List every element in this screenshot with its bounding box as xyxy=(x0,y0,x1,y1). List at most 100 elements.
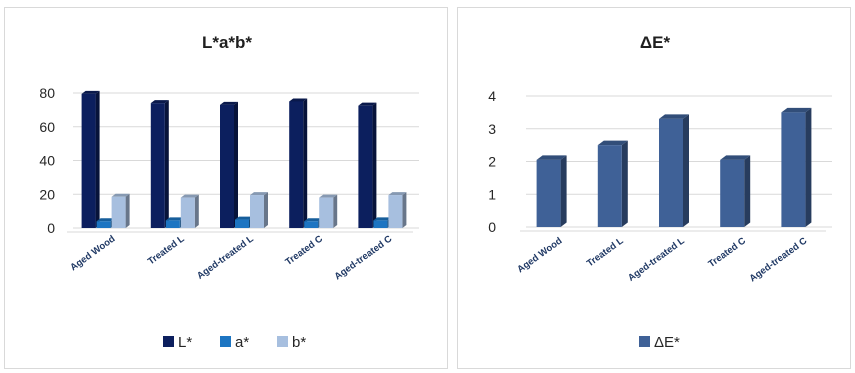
bar-side xyxy=(303,98,308,228)
y-tick-label: 0 xyxy=(47,220,55,236)
y-tick-label: 3 xyxy=(488,121,496,137)
bar-side xyxy=(805,107,812,227)
bar-front xyxy=(304,221,319,228)
bar-top xyxy=(597,140,628,146)
bar-top xyxy=(235,216,253,220)
bar-front xyxy=(358,105,373,228)
y-tick-label: 80 xyxy=(39,85,55,101)
x-tick-label: Treated C xyxy=(283,233,325,267)
bar-b-treated-c xyxy=(319,194,338,228)
x-tick-label: Aged-treated C xyxy=(748,235,810,284)
x-tick-label: Aged-treated C xyxy=(333,233,395,282)
bar-top xyxy=(220,101,238,105)
bar-e-treated-l xyxy=(597,140,628,227)
legend-label-b: b* xyxy=(292,334,306,351)
bar-front xyxy=(319,197,334,228)
bar-front xyxy=(180,197,195,228)
bar-top xyxy=(388,192,407,196)
bar-side xyxy=(333,194,338,228)
legend-label-e: ΔE* xyxy=(654,334,680,351)
y-tick-label: 1 xyxy=(488,186,496,202)
bar-top xyxy=(373,217,392,221)
lab-chart-panel: L*a*b* 0 20 40 60 80 Aged Wood Treated L Aged-tr… xyxy=(4,7,448,369)
bar-front xyxy=(536,159,561,227)
bar-l-aged-treated-c xyxy=(358,102,377,228)
bar-front xyxy=(289,101,304,228)
bar-front xyxy=(165,220,180,228)
bar-top xyxy=(720,155,751,160)
x-tick-label: Aged-treated L xyxy=(626,235,687,283)
bar-top xyxy=(111,193,130,197)
bar-side xyxy=(402,192,407,228)
bar-side xyxy=(372,102,377,228)
bar-top xyxy=(180,194,199,198)
legend-swatch-b xyxy=(277,336,288,347)
bar-front xyxy=(597,145,622,227)
chart-title: L*a*b* xyxy=(202,33,252,52)
bar-e-aged-wood xyxy=(536,155,567,227)
bar-front xyxy=(81,93,96,228)
bar-front xyxy=(150,103,165,228)
bar-top xyxy=(250,192,268,196)
y-tick-label: 0 xyxy=(488,219,496,235)
bar-side xyxy=(95,90,100,228)
bar-front xyxy=(388,195,403,228)
bar-side xyxy=(264,192,268,228)
bar-top xyxy=(165,217,184,221)
chart-title: ΔE* xyxy=(640,33,671,52)
x-tick-label: Treated L xyxy=(585,235,626,269)
y-tick-label: 4 xyxy=(488,88,496,104)
legend-label-l: L* xyxy=(178,334,192,351)
x-tick-label: Aged Wood xyxy=(68,233,117,273)
bar-b-aged-treated-c xyxy=(388,192,407,228)
y-tick-label: 60 xyxy=(39,119,55,135)
bar-side xyxy=(194,194,199,228)
bar-side xyxy=(234,101,238,228)
bar-top xyxy=(536,155,567,160)
bar-top xyxy=(289,98,308,102)
bar-front xyxy=(220,104,234,228)
bar-side xyxy=(125,193,130,228)
bar-front xyxy=(659,118,683,227)
bar-l-treated-l xyxy=(150,100,169,228)
bar-top xyxy=(659,114,689,119)
bar-e-aged-treated-c xyxy=(781,107,812,227)
bar-front xyxy=(250,195,264,228)
bar-side xyxy=(621,140,628,227)
bar-top xyxy=(81,90,100,94)
legend-swatch-a xyxy=(220,336,231,347)
bar-front xyxy=(235,219,249,228)
y-tick-label: 2 xyxy=(488,154,496,170)
bar-b-aged-treated-l xyxy=(250,192,268,228)
y-tick-label: 40 xyxy=(39,153,55,169)
x-tick-label: Treated L xyxy=(146,233,187,267)
y-tick-label: 20 xyxy=(39,186,55,202)
bar-front xyxy=(781,112,806,227)
bar-l-treated-c xyxy=(289,98,308,228)
bar-b-treated-l xyxy=(180,194,199,228)
x-tick-label: Aged-treated L xyxy=(195,233,256,281)
bar-l-aged-wood xyxy=(81,90,100,228)
bar-front xyxy=(720,159,745,227)
x-tick-label: Treated C xyxy=(706,235,748,269)
delta-e-chart: ΔE* 0 1 2 3 4 Aged Wood Treated L Aged-treated L… xyxy=(488,33,832,351)
bar-l-aged-treated-l xyxy=(220,101,238,228)
bar-top xyxy=(319,194,338,198)
bar-side xyxy=(683,114,689,227)
bar-e-treated-c xyxy=(720,155,751,227)
bar-side xyxy=(744,155,751,227)
delta-e-chart-panel: ΔE* 0 1 2 3 4 Aged Wood Treated L Aged-treated L… xyxy=(457,7,851,369)
bar-top xyxy=(781,107,812,113)
legend-swatch-l xyxy=(163,336,174,347)
bar-top xyxy=(304,218,323,222)
x-tick-label: Aged Wood xyxy=(515,235,564,275)
bar-top xyxy=(96,218,115,222)
bar-side xyxy=(560,155,567,227)
bar-front xyxy=(111,196,126,228)
bar-side xyxy=(164,100,169,228)
legend-swatch-e xyxy=(639,336,650,347)
bar-front xyxy=(96,221,111,228)
bar-b-aged-wood xyxy=(111,193,130,228)
bar-top xyxy=(358,102,377,106)
